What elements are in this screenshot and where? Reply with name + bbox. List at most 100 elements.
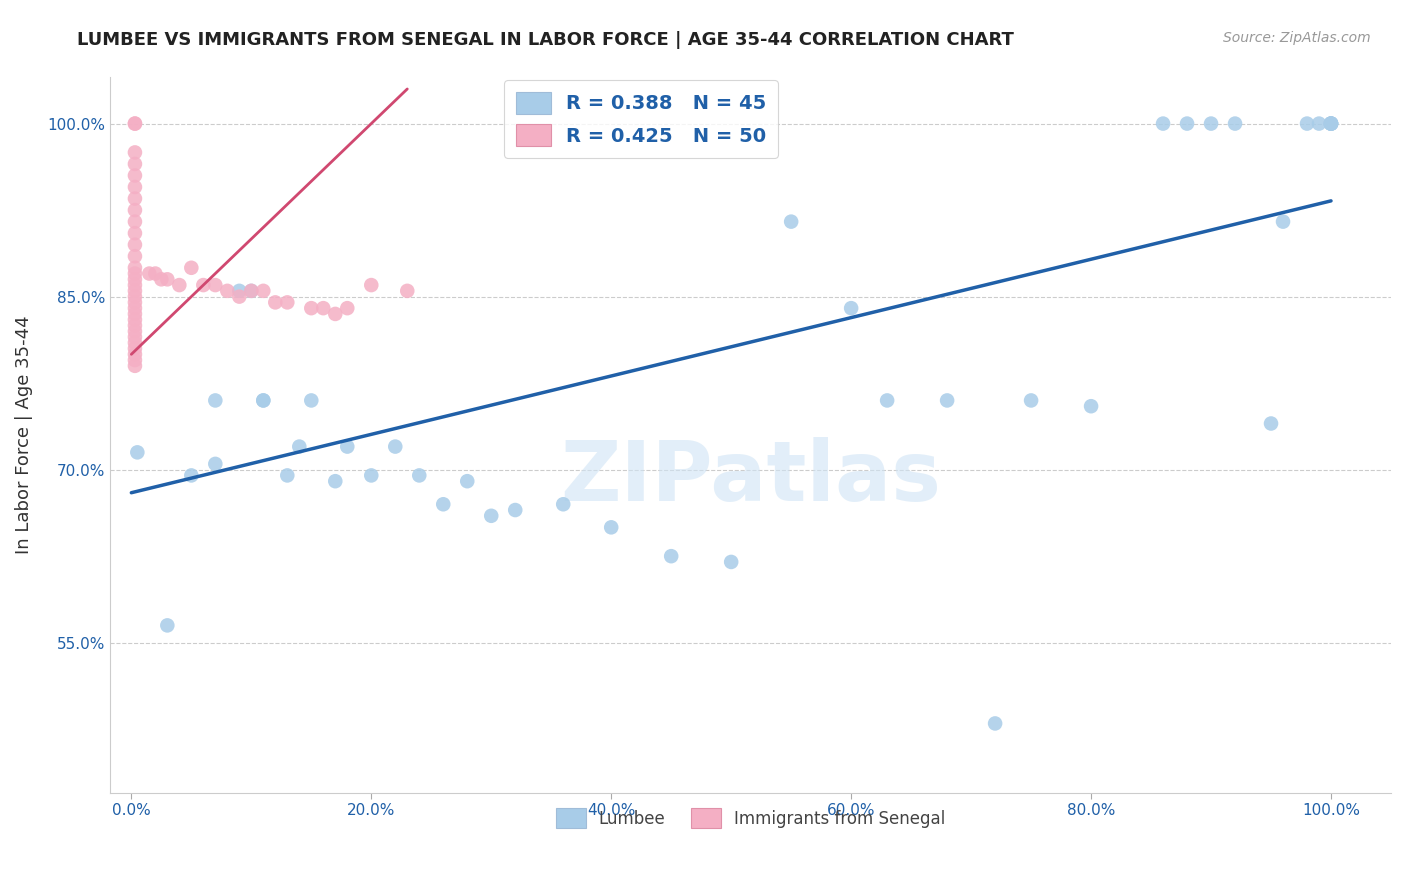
Text: LUMBEE VS IMMIGRANTS FROM SENEGAL IN LABOR FORCE | AGE 35-44 CORRELATION CHART: LUMBEE VS IMMIGRANTS FROM SENEGAL IN LAB… (77, 31, 1014, 49)
Point (1199, 117, 1222, 131)
Point (124, 169, 146, 183)
Point (408, 468, 430, 483)
Point (124, 312, 146, 326)
Point (876, 393, 898, 408)
Point (1320, 117, 1343, 131)
Point (479, 508, 502, 523)
Point (124, 214, 146, 228)
Point (124, 284, 146, 298)
Point (839, 301, 862, 315)
Point (553, 497, 575, 511)
Point (240, 284, 263, 298)
Point (193, 278, 215, 293)
Text: Source: ZipAtlas.com: Source: ZipAtlas.com (1223, 31, 1371, 45)
Point (276, 468, 298, 483)
Point (156, 618, 179, 632)
Point (360, 278, 382, 293)
Point (180, 260, 202, 275)
Point (299, 393, 322, 408)
Point (124, 359, 146, 373)
Point (360, 468, 382, 483)
Point (240, 284, 263, 298)
Point (323, 307, 346, 321)
Point (124, 295, 146, 310)
Point (124, 249, 146, 263)
Point (323, 474, 346, 488)
Point (288, 440, 311, 454)
Point (124, 226, 146, 240)
Point (204, 457, 226, 471)
Point (169, 278, 191, 293)
Point (252, 393, 274, 408)
Point (127, 445, 149, 459)
Text: ZIPatlas: ZIPatlas (560, 437, 941, 518)
Point (1296, 117, 1319, 131)
Point (228, 284, 250, 298)
Point (124, 307, 146, 321)
Point (124, 203, 146, 218)
Point (124, 335, 146, 350)
Point (336, 301, 359, 315)
Point (180, 468, 202, 483)
Point (124, 342, 146, 356)
Point (124, 301, 146, 315)
Point (1320, 117, 1343, 131)
Point (312, 301, 335, 315)
Point (124, 192, 146, 206)
Point (124, 318, 146, 333)
Point (124, 145, 146, 160)
Point (1223, 117, 1246, 131)
Point (252, 393, 274, 408)
Point (1152, 117, 1174, 131)
Point (984, 716, 1007, 731)
Point (1320, 117, 1343, 131)
Point (124, 260, 146, 275)
Point (124, 330, 146, 344)
Point (156, 272, 179, 286)
Point (204, 393, 226, 408)
Point (299, 301, 322, 315)
Point (124, 347, 146, 361)
Point (659, 549, 682, 564)
Point (264, 295, 287, 310)
Point (1019, 393, 1042, 408)
Point (432, 497, 454, 511)
Point (228, 290, 250, 304)
Point (124, 157, 146, 171)
Point (124, 117, 146, 131)
Point (384, 440, 406, 454)
Point (336, 440, 359, 454)
Point (124, 267, 146, 281)
Point (143, 267, 166, 281)
Point (124, 272, 146, 286)
Point (720, 555, 742, 569)
Point (217, 284, 239, 298)
Point (124, 353, 146, 368)
Point (456, 474, 478, 488)
Point (780, 214, 803, 228)
Legend: Lumbee, Immigrants from Senegal: Lumbee, Immigrants from Senegal (548, 802, 952, 834)
Point (124, 278, 146, 293)
Point (1080, 399, 1102, 413)
Point (124, 117, 146, 131)
Point (1308, 117, 1330, 131)
Point (124, 237, 146, 252)
Point (138, 267, 160, 281)
Point (1320, 117, 1343, 131)
Point (204, 278, 226, 293)
Point (252, 284, 274, 298)
Point (503, 503, 526, 517)
Point (124, 180, 146, 194)
Point (600, 520, 623, 534)
Point (124, 324, 146, 338)
Point (1175, 117, 1198, 131)
Point (936, 393, 959, 408)
Point (124, 290, 146, 304)
Point (150, 272, 173, 286)
Point (276, 295, 298, 310)
Point (396, 284, 419, 298)
Point (1272, 214, 1295, 228)
Point (1260, 417, 1282, 431)
Y-axis label: In Labor Force | Age 35-44: In Labor Force | Age 35-44 (15, 316, 32, 554)
Point (1320, 117, 1343, 131)
